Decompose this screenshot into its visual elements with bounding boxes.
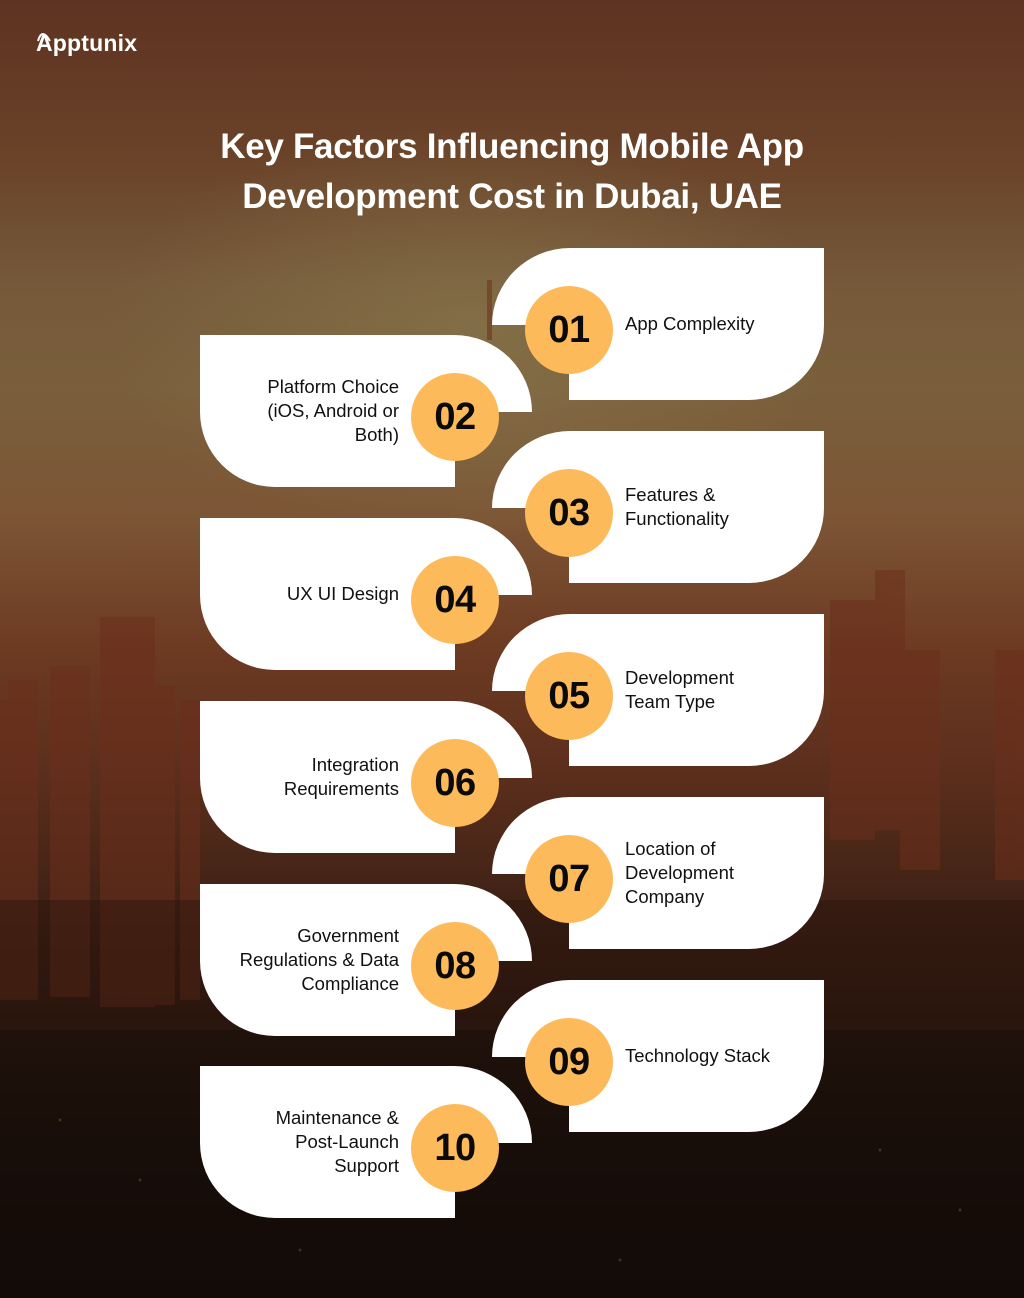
factor-number-badge: 08: [411, 922, 499, 1010]
factor-label: Maintenance & Post-Launch Support: [275, 1107, 399, 1176]
apptunix-logo[interactable]: Apptunix: [36, 30, 137, 57]
factor-label: App Complexity: [625, 313, 755, 334]
factor-card-09: 09 Technology Stack: [492, 980, 824, 1132]
page-title: Key Factors Influencing Mobile App Devel…: [0, 122, 1024, 222]
factor-card-10: 10 Maintenance & Post-Launch Support: [200, 1066, 532, 1218]
factor-number-badge: 04: [411, 556, 499, 644]
factor-label: Platform Choice (iOS, Android or Both): [267, 376, 399, 445]
factor-card-06: 06 Integration Requirements: [200, 701, 532, 853]
factor-label: Government Regulations & Data Compliance: [239, 925, 399, 994]
logo-arc-icon: [37, 33, 51, 42]
factor-card-07: 07 Location of Development Company: [492, 797, 824, 949]
factor-card-03: 03 Features & Functionality: [492, 431, 824, 583]
factor-label: Technology Stack: [625, 1045, 771, 1066]
title-line-2: Development Cost in Dubai, UAE: [242, 177, 782, 216]
factor-card-04: 04 UX UI Design: [200, 518, 532, 670]
factor-number-badge: 10: [411, 1104, 499, 1192]
factor-label: UX UI Design: [286, 583, 399, 604]
factor-label: Integration Requirements: [283, 754, 399, 799]
factor-card-05: 05 Development Team Type: [492, 614, 824, 766]
title-line-1: Key Factors Influencing Mobile App: [220, 127, 804, 166]
logo-text: Apptunix: [36, 30, 138, 56]
factor-label: Development Team Type: [625, 667, 735, 712]
factor-number-badge: 09: [525, 1018, 613, 1106]
factor-number-badge: 03: [525, 469, 613, 557]
factor-card-08: 08 Government Regulations & Data Complia…: [200, 884, 532, 1036]
factor-card-01: 01 App Complexity: [492, 248, 824, 400]
factor-label: Location of Development Company: [625, 838, 735, 907]
factor-number-badge: 02: [411, 373, 499, 461]
factor-number-badge: 07: [525, 835, 613, 923]
factor-card-02: 02 Platform Choice (iOS, Android or Both…: [200, 335, 532, 487]
factor-number-badge: 01: [525, 286, 613, 374]
factor-label: Features & Functionality: [625, 484, 729, 529]
factor-number-badge: 06: [411, 739, 499, 827]
factor-number-badge: 05: [525, 652, 613, 740]
